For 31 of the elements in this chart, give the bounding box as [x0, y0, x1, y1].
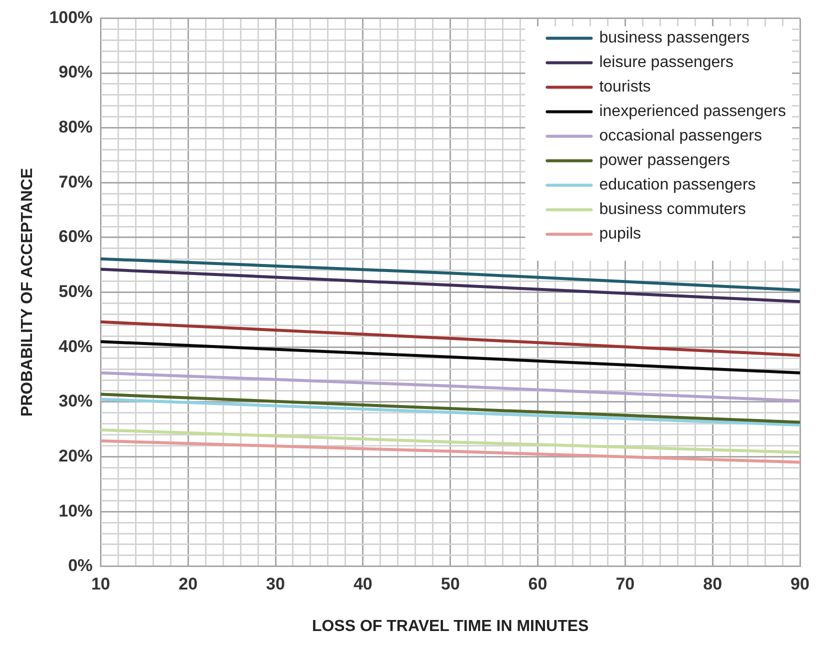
legend-label: education passengers: [599, 176, 756, 194]
x-tick-label: 90: [790, 574, 810, 594]
y-tick-label: 70%: [58, 172, 93, 192]
x-tick-label: 40: [353, 574, 372, 594]
y-tick-label: 10%: [58, 501, 93, 520]
legend-label: occasional passengers: [599, 128, 762, 145]
y-tick-label: 20%: [58, 446, 93, 466]
y-tick-label: 100%: [49, 8, 93, 27]
legend-label: power passengers: [599, 152, 730, 170]
x-tick-label: 60: [528, 574, 548, 594]
legend-label: business commuters: [599, 201, 746, 218]
y-tick-label: 50%: [58, 282, 93, 301]
y-tick-label: 30%: [58, 392, 93, 411]
legend-label: leisure passengers: [599, 54, 734, 72]
y-tick-label: 40%: [58, 336, 93, 356]
y-tick-label: 90%: [58, 62, 93, 82]
x-tick-label: 80: [703, 574, 722, 594]
legend-label: pupils: [599, 226, 642, 243]
y-tick-label: 60%: [58, 227, 93, 246]
x-axis-title: LOSS OF TRAVEL TIME IN MINUTES: [312, 618, 590, 635]
x-tick-label: 10: [91, 574, 110, 594]
x-tick-label: 20: [178, 574, 198, 594]
x-tick-label: 30: [266, 574, 285, 594]
legend-label: tourists: [599, 78, 651, 96]
y-axis-title: PROBABILITY OF ACCEPTANCE: [19, 168, 36, 417]
x-tick-label: 70: [616, 574, 635, 594]
x-tick-label: 50: [440, 574, 460, 594]
y-tick-label: 80%: [58, 118, 93, 137]
legend-label: inexperienced passengers: [599, 103, 786, 120]
y-tick-label: 0%: [68, 556, 93, 576]
legend-label: business passengers: [599, 30, 750, 47]
